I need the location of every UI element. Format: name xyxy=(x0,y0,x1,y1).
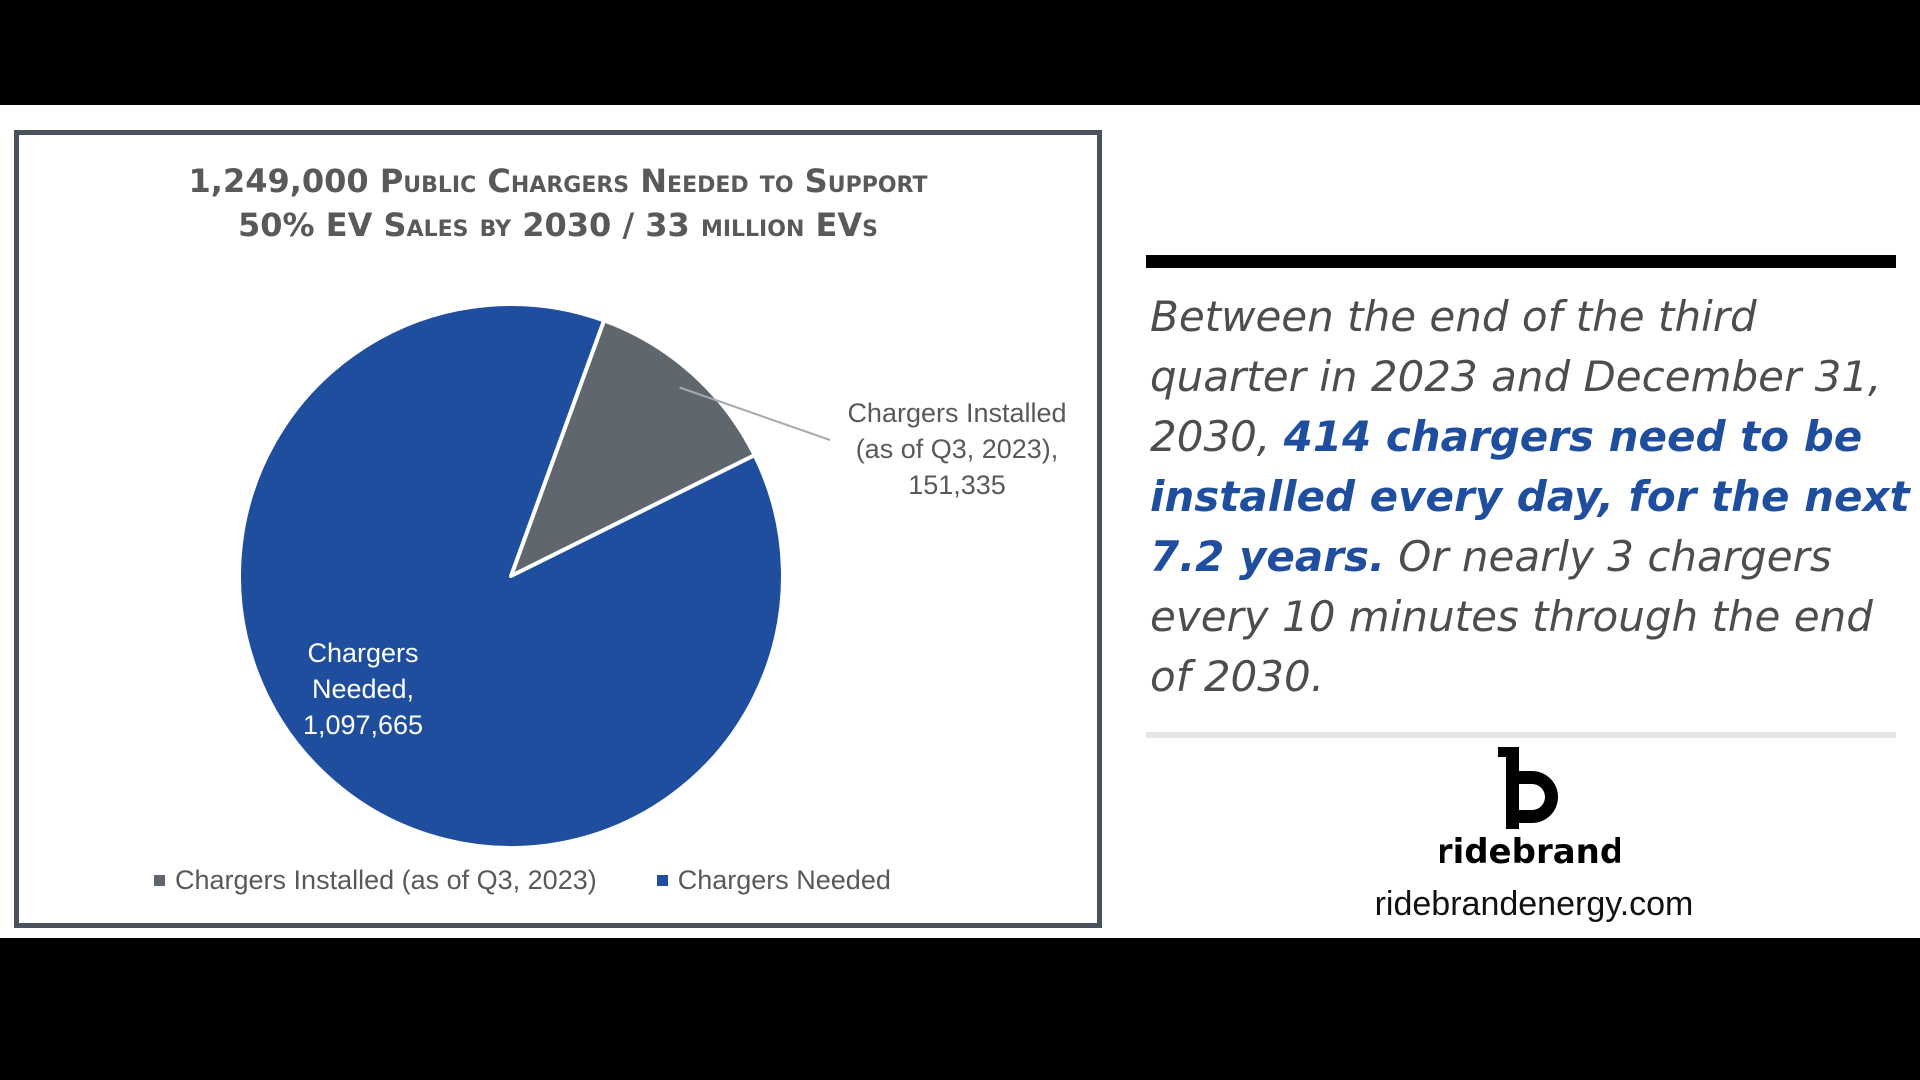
legend-swatch-installed xyxy=(154,874,165,886)
quote-part1: Between the end of the third quarter in … xyxy=(1150,292,1882,461)
quote-text: Between the end of the third quarter in … xyxy=(1150,287,1910,707)
chart-title-line1: 1,249,000 Public Chargers Needed to Supp… xyxy=(188,162,928,200)
chart-title: 1,249,000 Public Chargers Needed to Supp… xyxy=(19,159,1097,247)
pie-slice-needed xyxy=(237,301,785,850)
chart-legend: Chargers Installed (as of Q3, 2023) Char… xyxy=(154,862,891,898)
data-label-needed-line2: Needed, xyxy=(311,674,415,704)
legend-swatch-needed xyxy=(656,874,668,886)
data-label-installed-line1: Chargers Installed xyxy=(847,398,1067,428)
legend-label-installed: Chargers Installed (as of Q3, 2023) xyxy=(175,864,597,895)
chart-panel: 1,249,000 Public Chargers Needed to Supp… xyxy=(14,130,1102,928)
pie-chart xyxy=(237,301,831,850)
chart-title-line2: 50% EV Sales by 2030 / 33 million EVs xyxy=(238,206,878,244)
ridebrand-logo: ridebrand xyxy=(1440,747,1620,872)
data-label-needed: Chargers Needed, 1,097,665 xyxy=(243,635,483,743)
ridebrand-logo-text: ridebrand xyxy=(1440,832,1620,872)
leader-line-installed xyxy=(679,386,831,441)
divider-thick xyxy=(1146,255,1896,268)
legend-item-installed: Chargers Installed (as of Q3, 2023) xyxy=(154,865,597,896)
ridebrand-logo-icon xyxy=(1498,747,1558,829)
letterbox-top xyxy=(0,0,1920,105)
brand-url: ridebrandenergy.com xyxy=(1374,885,1694,923)
data-label-installed-value: 151,335 xyxy=(908,470,1006,500)
slide: 1,249,000 Public Chargers Needed to Supp… xyxy=(0,105,1920,938)
data-label-installed: Chargers Installed (as of Q3, 2023), 151… xyxy=(837,395,1077,503)
pie-slice-installed xyxy=(509,318,757,578)
quote-part2: Or nearly 3 chargers every 10 minutes th… xyxy=(1150,532,1873,701)
data-label-needed-line1: Chargers xyxy=(307,638,419,668)
divider-thin xyxy=(1146,732,1896,738)
quote-highlight: 414 chargers need to be installed every … xyxy=(1150,412,1910,581)
data-label-needed-value: 1,097,665 xyxy=(302,710,424,740)
data-label-installed-line2: (as of Q3, 2023), xyxy=(855,434,1059,464)
legend-item-needed: Chargers Needed xyxy=(656,864,891,896)
letterbox-bottom xyxy=(0,938,1920,1080)
legend-label-needed: Chargers Needed xyxy=(677,864,891,895)
